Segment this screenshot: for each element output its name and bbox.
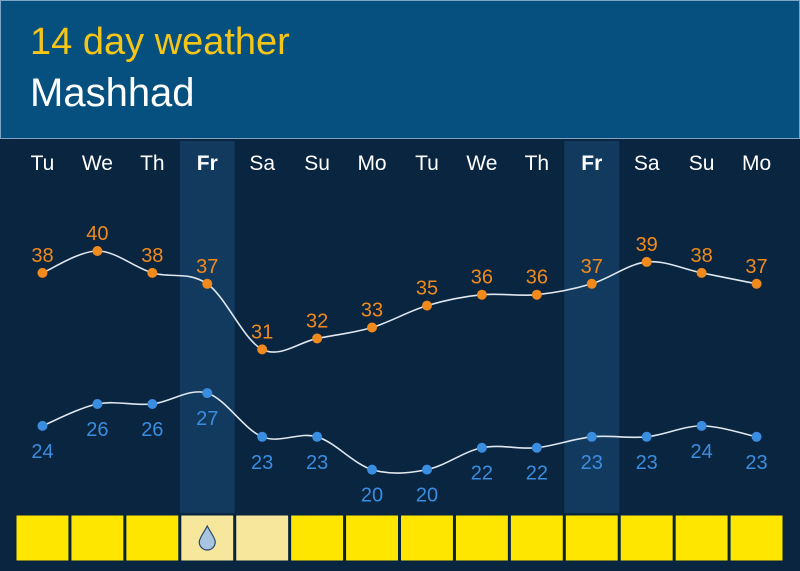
day-label: Th bbox=[140, 152, 165, 175]
high-temp-point bbox=[421, 300, 432, 311]
weather-cell bbox=[564, 514, 619, 562]
low-temp-point bbox=[37, 420, 48, 431]
low-temp-label: 23 bbox=[581, 452, 603, 474]
low-temp-label: 26 bbox=[141, 419, 163, 441]
high-temp-point bbox=[257, 344, 268, 355]
low-temp-point bbox=[202, 388, 213, 399]
weather-cell bbox=[345, 514, 400, 562]
high-temp-label: 37 bbox=[196, 256, 218, 278]
day-label: Mo bbox=[357, 152, 386, 175]
weather-cell bbox=[235, 514, 290, 562]
high-temp-label: 38 bbox=[691, 245, 713, 267]
high-temp-label: 38 bbox=[141, 245, 163, 267]
day-label: Th bbox=[525, 152, 550, 175]
header: 14 day weather Mashhad bbox=[0, 0, 800, 139]
high-temp-point bbox=[37, 267, 48, 278]
low-temp-point bbox=[367, 464, 378, 475]
day-label: Mo bbox=[742, 152, 771, 175]
low-temp-point bbox=[92, 399, 103, 410]
low-temp-line bbox=[42, 391, 757, 474]
high-temp-label: 37 bbox=[581, 256, 603, 278]
day-label: Sa bbox=[249, 152, 275, 175]
low-temp-point bbox=[696, 420, 707, 431]
rain-drop-icon bbox=[198, 524, 216, 551]
high-temp-line bbox=[42, 250, 757, 353]
low-temp-label: 22 bbox=[471, 463, 493, 485]
high-temp-point bbox=[312, 333, 323, 344]
low-temp-label: 23 bbox=[251, 452, 273, 474]
weather-cell bbox=[674, 514, 729, 562]
low-temp-label: 24 bbox=[691, 441, 713, 463]
high-temp-label: 38 bbox=[31, 245, 53, 267]
high-temp-point bbox=[641, 256, 652, 267]
weather-cell bbox=[125, 514, 180, 562]
forecast-chart: Tu We Th Fr Sa Su Mo Tu We Th Fr Sa Su Mo 38 40 38 37 31 3… bbox=[0, 139, 800, 571]
high-temp-label: 33 bbox=[361, 300, 383, 322]
low-temp-label: 23 bbox=[636, 452, 658, 474]
high-temp-label: 31 bbox=[251, 321, 273, 343]
low-temp-point bbox=[476, 442, 487, 453]
day-label: Su bbox=[689, 152, 715, 175]
weather-cell bbox=[290, 514, 345, 562]
day-label: We bbox=[82, 152, 113, 175]
high-temp-label: 39 bbox=[636, 234, 658, 256]
low-temp-point bbox=[147, 399, 158, 410]
high-temp-point bbox=[147, 267, 158, 278]
high-temp-point bbox=[476, 289, 487, 300]
low-temp-label: 24 bbox=[31, 441, 53, 463]
high-temp-point bbox=[586, 278, 597, 289]
page-title: 14 day weather bbox=[30, 21, 290, 63]
day-label: Tu bbox=[31, 152, 55, 175]
day-label: Fr bbox=[581, 152, 602, 175]
low-temp-point bbox=[312, 431, 323, 442]
weather-cell bbox=[509, 514, 564, 562]
low-temp-point bbox=[641, 431, 652, 442]
high-temp-label: 40 bbox=[86, 223, 108, 245]
day-label: Tu bbox=[415, 152, 439, 175]
day-label: Sa bbox=[634, 152, 660, 175]
day-label: Fr bbox=[197, 152, 218, 175]
forecast-chart-svg: Tu We Th Fr Sa Su Mo Tu We Th Fr Sa Su Mo 38 40 38 37 31 3… bbox=[15, 141, 784, 562]
high-temp-label: 37 bbox=[745, 256, 767, 278]
high-temp-point bbox=[531, 289, 542, 300]
day-label: We bbox=[466, 152, 497, 175]
weather-cell bbox=[729, 514, 784, 562]
low-temp-label: 20 bbox=[361, 485, 383, 507]
weather-cell bbox=[400, 514, 454, 562]
weather-cell bbox=[619, 514, 674, 562]
city-name: Mashhad bbox=[30, 71, 195, 115]
low-temp-point bbox=[586, 431, 597, 442]
weather-cell bbox=[70, 514, 125, 562]
highlight-column bbox=[564, 141, 620, 513]
low-temp-label: 26 bbox=[86, 419, 108, 441]
high-temp-point bbox=[751, 278, 762, 289]
high-temp-label: 36 bbox=[471, 267, 493, 289]
high-temp-label: 35 bbox=[416, 278, 438, 300]
low-temp-point bbox=[531, 442, 542, 453]
low-temp-label: 20 bbox=[416, 485, 438, 507]
low-temp-label: 23 bbox=[745, 452, 767, 474]
low-temp-point bbox=[257, 431, 268, 442]
highlight-column bbox=[179, 141, 235, 513]
day-label: Su bbox=[304, 152, 330, 175]
low-temp-label: 22 bbox=[526, 463, 548, 485]
high-temp-point bbox=[92, 246, 103, 256]
high-temp-point bbox=[202, 278, 213, 289]
high-temp-point bbox=[367, 322, 378, 333]
low-temp-point bbox=[421, 464, 432, 475]
high-temp-point bbox=[696, 267, 707, 278]
weather-cell bbox=[15, 514, 70, 562]
weather-cell bbox=[454, 514, 509, 562]
low-temp-label: 23 bbox=[306, 452, 328, 474]
low-temp-label: 27 bbox=[196, 408, 218, 430]
low-temp-point bbox=[751, 431, 762, 442]
high-temp-label: 36 bbox=[526, 267, 548, 289]
high-temp-label: 32 bbox=[306, 310, 328, 332]
